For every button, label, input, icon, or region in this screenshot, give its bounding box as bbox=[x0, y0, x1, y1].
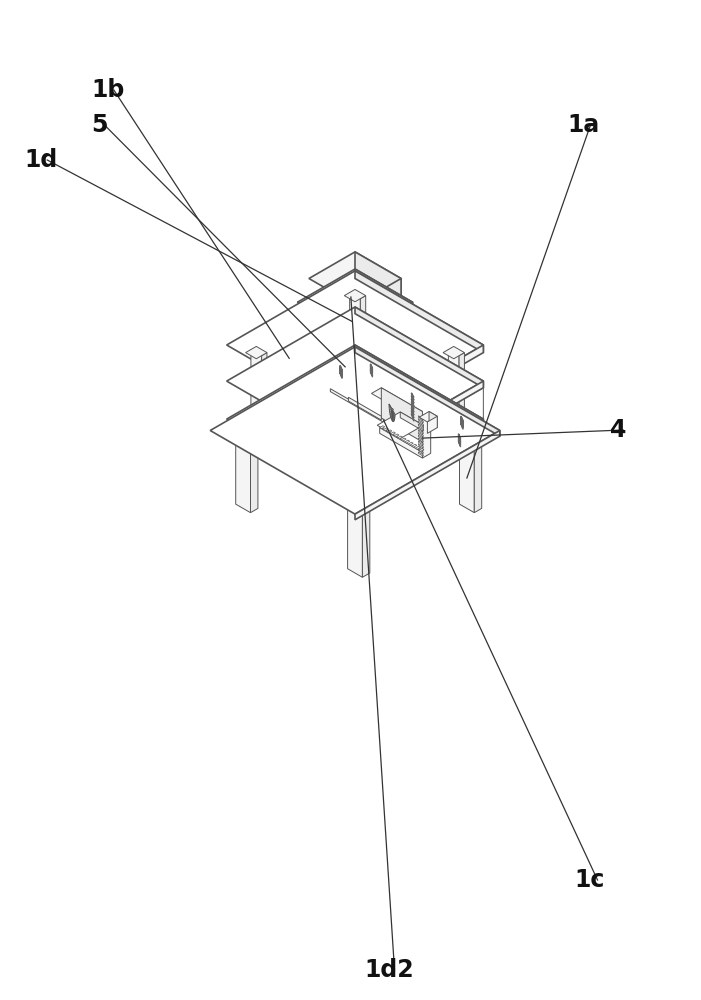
Polygon shape bbox=[459, 353, 465, 434]
Polygon shape bbox=[408, 442, 414, 445]
Polygon shape bbox=[348, 367, 362, 448]
Text: 1d: 1d bbox=[25, 148, 57, 172]
Polygon shape bbox=[307, 374, 326, 391]
Polygon shape bbox=[423, 414, 430, 458]
Polygon shape bbox=[419, 412, 437, 422]
Polygon shape bbox=[401, 438, 406, 441]
Polygon shape bbox=[418, 419, 423, 423]
Polygon shape bbox=[418, 424, 423, 428]
Polygon shape bbox=[383, 428, 388, 431]
Polygon shape bbox=[418, 452, 423, 456]
Polygon shape bbox=[236, 432, 250, 513]
Polygon shape bbox=[390, 432, 395, 435]
Polygon shape bbox=[348, 397, 381, 420]
Polygon shape bbox=[418, 446, 423, 451]
Polygon shape bbox=[390, 408, 393, 410]
Polygon shape bbox=[418, 416, 423, 420]
Polygon shape bbox=[372, 388, 423, 417]
Polygon shape bbox=[344, 403, 366, 416]
Polygon shape bbox=[362, 372, 370, 448]
Polygon shape bbox=[350, 407, 360, 491]
Polygon shape bbox=[355, 388, 484, 505]
Polygon shape bbox=[418, 432, 423, 437]
Polygon shape bbox=[418, 421, 423, 426]
Polygon shape bbox=[355, 252, 401, 302]
Polygon shape bbox=[250, 436, 258, 513]
Polygon shape bbox=[229, 428, 258, 445]
Polygon shape bbox=[419, 448, 424, 451]
Text: 1b: 1b bbox=[91, 78, 125, 102]
Polygon shape bbox=[360, 295, 364, 331]
Polygon shape bbox=[355, 269, 413, 311]
Polygon shape bbox=[411, 444, 417, 447]
Polygon shape bbox=[380, 426, 385, 429]
Polygon shape bbox=[429, 412, 437, 428]
Polygon shape bbox=[340, 363, 370, 380]
Polygon shape bbox=[210, 347, 500, 514]
Polygon shape bbox=[355, 345, 484, 426]
Polygon shape bbox=[449, 350, 459, 434]
Polygon shape bbox=[388, 311, 392, 348]
Polygon shape bbox=[350, 324, 360, 364]
Polygon shape bbox=[355, 307, 484, 388]
Polygon shape bbox=[226, 345, 484, 493]
Text: 1d2: 1d2 bbox=[365, 958, 414, 982]
Polygon shape bbox=[389, 404, 395, 422]
Polygon shape bbox=[360, 296, 366, 377]
Polygon shape bbox=[459, 432, 475, 513]
Polygon shape bbox=[418, 430, 423, 434]
Polygon shape bbox=[418, 438, 423, 442]
Polygon shape bbox=[360, 327, 364, 364]
Polygon shape bbox=[362, 501, 370, 577]
Polygon shape bbox=[355, 347, 500, 436]
Polygon shape bbox=[355, 278, 401, 329]
Polygon shape bbox=[355, 345, 484, 427]
Polygon shape bbox=[380, 428, 423, 458]
Polygon shape bbox=[397, 436, 402, 439]
Polygon shape bbox=[355, 302, 413, 344]
Polygon shape bbox=[418, 444, 423, 448]
Polygon shape bbox=[344, 289, 366, 302]
Polygon shape bbox=[418, 435, 423, 439]
Polygon shape bbox=[350, 293, 360, 377]
Polygon shape bbox=[332, 311, 336, 348]
Polygon shape bbox=[418, 441, 423, 445]
Text: 4: 4 bbox=[610, 418, 626, 442]
Polygon shape bbox=[322, 308, 332, 348]
Text: 1c: 1c bbox=[575, 868, 605, 892]
Polygon shape bbox=[394, 434, 399, 437]
Polygon shape bbox=[226, 307, 484, 455]
Polygon shape bbox=[330, 389, 383, 422]
Polygon shape bbox=[297, 269, 413, 336]
Polygon shape bbox=[355, 430, 500, 520]
Polygon shape bbox=[428, 416, 437, 433]
Text: 5: 5 bbox=[91, 113, 108, 137]
Polygon shape bbox=[418, 449, 423, 453]
Polygon shape bbox=[381, 388, 423, 442]
Polygon shape bbox=[400, 412, 423, 431]
Text: 1a: 1a bbox=[568, 113, 600, 137]
Polygon shape bbox=[387, 430, 392, 433]
Polygon shape bbox=[340, 492, 370, 509]
Polygon shape bbox=[309, 252, 401, 305]
Polygon shape bbox=[452, 428, 482, 445]
Polygon shape bbox=[350, 292, 360, 331]
Polygon shape bbox=[475, 436, 482, 513]
Polygon shape bbox=[226, 271, 484, 419]
Polygon shape bbox=[355, 419, 484, 500]
Polygon shape bbox=[261, 353, 267, 434]
Polygon shape bbox=[404, 440, 409, 443]
Polygon shape bbox=[443, 346, 465, 359]
Polygon shape bbox=[415, 446, 421, 449]
Polygon shape bbox=[379, 308, 388, 348]
Polygon shape bbox=[377, 412, 423, 439]
Polygon shape bbox=[360, 410, 366, 491]
Polygon shape bbox=[418, 427, 423, 431]
Polygon shape bbox=[355, 381, 484, 462]
Polygon shape bbox=[355, 271, 484, 353]
Polygon shape bbox=[245, 346, 267, 359]
Polygon shape bbox=[348, 497, 362, 577]
Polygon shape bbox=[251, 350, 261, 434]
